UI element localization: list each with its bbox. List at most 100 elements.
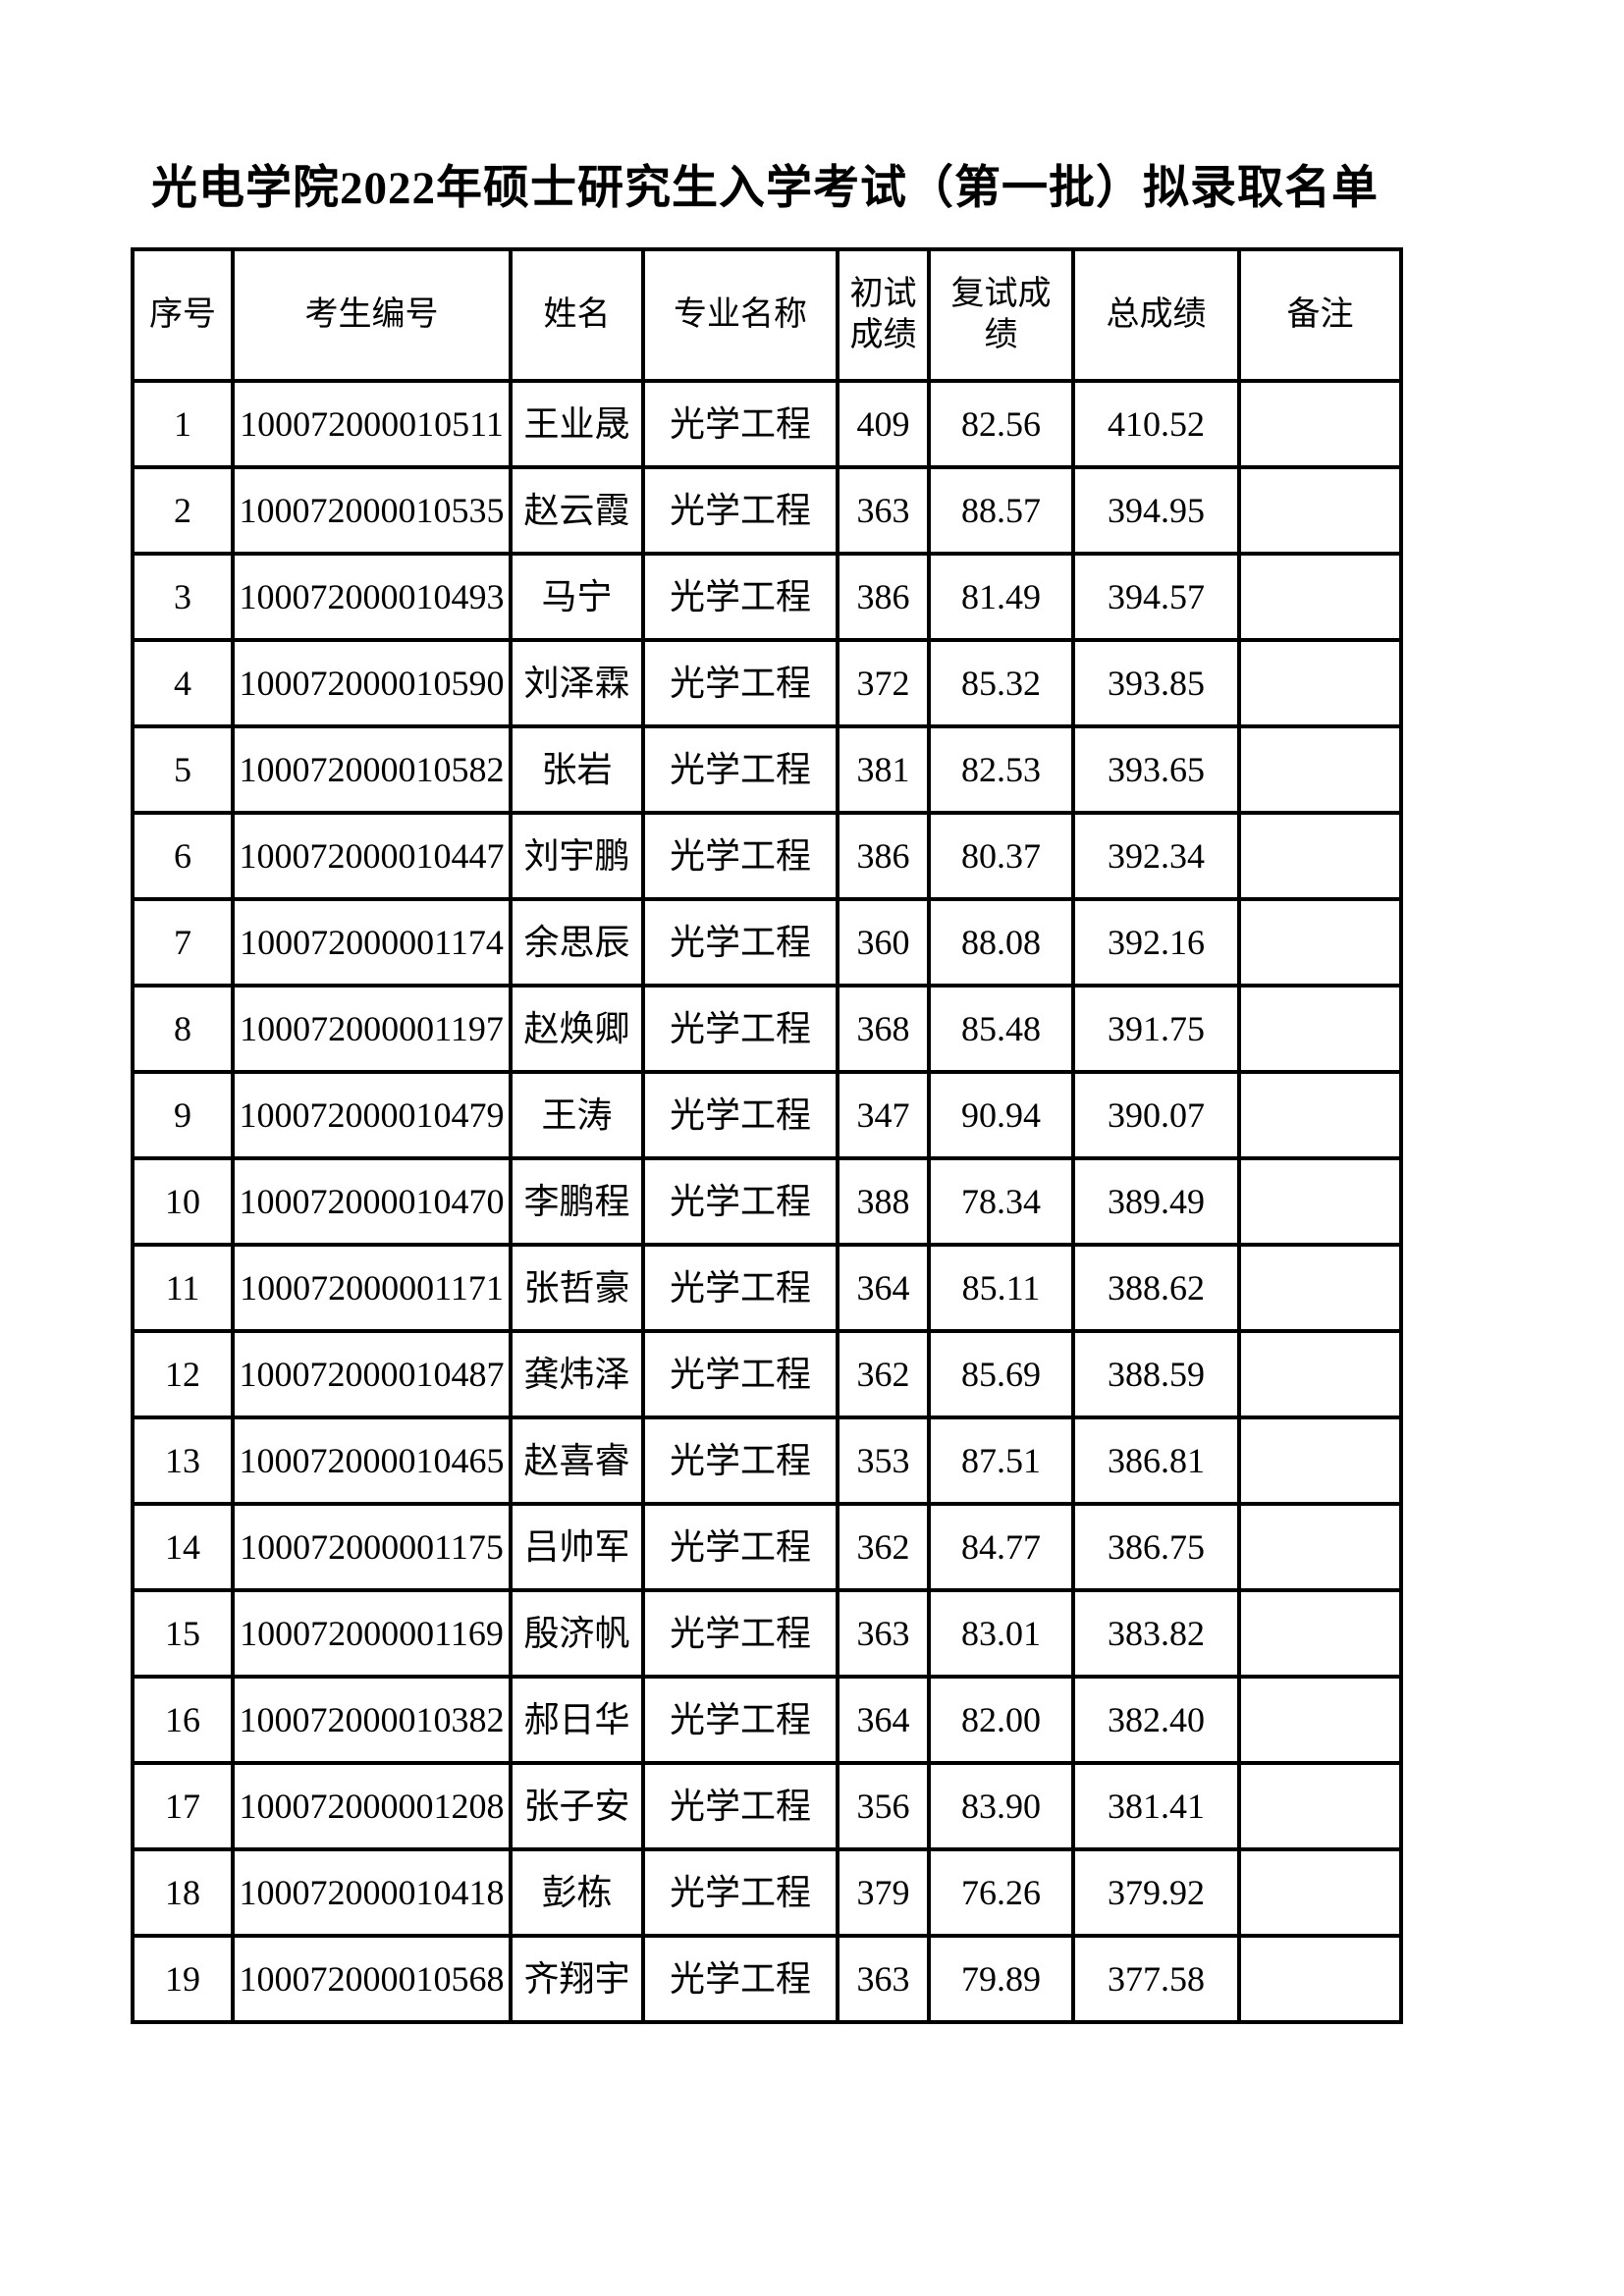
table-cell: 100072000010535 [231, 465, 513, 556]
table-cell: 90.94 [927, 1070, 1075, 1160]
table-cell: 88.08 [927, 897, 1075, 988]
table-cell: 张子安 [509, 1761, 645, 1851]
table-cell: 李鹏程 [509, 1156, 645, 1247]
table-cell: 余思辰 [509, 897, 645, 988]
table-cell: 388.62 [1071, 1243, 1241, 1333]
table-cell: 刘泽霖 [509, 638, 645, 728]
table-cell: 王涛 [509, 1070, 645, 1160]
table-cell: 383.82 [1071, 1588, 1241, 1679]
table-cell: 殷济帆 [509, 1588, 645, 1679]
table-cell: 100072000001197 [231, 984, 513, 1074]
table-row: 4 100072000010590 刘泽霖 光学工程 372 85.32 393.85 [131, 638, 1403, 728]
table-cell: 吕帅军 [509, 1502, 645, 1592]
table-cell [1237, 1847, 1403, 1938]
table-cell: 379 [836, 1847, 931, 1938]
table-cell [1237, 1415, 1403, 1506]
table-body: 1 100072000010511 王业晟 光学工程 409 82.56 410.52 2 10… [131, 379, 1403, 2024]
table-row: 1 100072000010511 王业晟 光学工程 409 82.56 410.52 [131, 379, 1403, 469]
table-cell: 光学工程 [641, 984, 839, 1074]
table-cell: 83.01 [927, 1588, 1075, 1679]
table-cell [1237, 379, 1403, 469]
table-cell: 光学工程 [641, 1761, 839, 1851]
table-cell: 394.95 [1071, 465, 1241, 556]
table-cell: 赵焕卿 [509, 984, 645, 1074]
table-cell: 龚炜泽 [509, 1329, 645, 1419]
table-cell: 9 [131, 1070, 235, 1160]
table-cell [1237, 897, 1403, 988]
column-header: 考生编号 [231, 247, 513, 383]
table-cell: 张哲豪 [509, 1243, 645, 1333]
table-cell: 360 [836, 897, 931, 988]
table-cell: 郝日华 [509, 1675, 645, 1765]
table-cell [1237, 1502, 1403, 1592]
table-cell [1237, 1243, 1403, 1333]
column-header: 总成绩 [1071, 247, 1241, 383]
table-cell: 84.77 [927, 1502, 1075, 1592]
table-row: 12 100072000010487 龚炜泽 光学工程 362 85.69 388.59 [131, 1329, 1403, 1419]
table-cell: 100072000010418 [231, 1847, 513, 1938]
table-cell: 100072000010493 [231, 552, 513, 642]
column-header: 专业名称 [641, 247, 839, 383]
table-cell: 光学工程 [641, 1588, 839, 1679]
table-cell: 410.52 [1071, 379, 1241, 469]
table-cell: 5 [131, 724, 235, 815]
table-row: 8 100072000001197 赵焕卿 光学工程 368 85.48 391.75 [131, 984, 1403, 1074]
table-cell [1237, 465, 1403, 556]
table-cell: 82.56 [927, 379, 1075, 469]
table-row: 16 100072000010382 郝日华 光学工程 364 82.00 382.40 [131, 1675, 1403, 1765]
table-cell [1237, 1070, 1403, 1160]
table-cell: 85.69 [927, 1329, 1075, 1419]
table-cell: 353 [836, 1415, 931, 1506]
table-row: 15 100072000001169 殷济帆 光学工程 363 83.01 383.82 [131, 1588, 1403, 1679]
table-cell: 381.41 [1071, 1761, 1241, 1851]
table-cell: 100072000010470 [231, 1156, 513, 1247]
table-cell: 100072000010487 [231, 1329, 513, 1419]
table-header-row: 序号 考生编号 姓名 专业名称 初试成绩 复试成绩 总成绩 备注 [131, 247, 1403, 383]
table-cell: 83.90 [927, 1761, 1075, 1851]
table-row: 10 100072000010470 李鹏程 光学工程 388 78.34 389.49 [131, 1156, 1403, 1247]
table-cell: 18 [131, 1847, 235, 1938]
table-cell: 光学工程 [641, 379, 839, 469]
table-cell: 赵喜睿 [509, 1415, 645, 1506]
table-cell: 388.59 [1071, 1329, 1241, 1419]
table-cell: 389.49 [1071, 1156, 1241, 1247]
table-cell: 87.51 [927, 1415, 1075, 1506]
table-row: 3 100072000010493 马宁 光学工程 386 81.49 394.57 [131, 552, 1403, 642]
table-cell: 16 [131, 1675, 235, 1765]
table-cell: 光学工程 [641, 1329, 839, 1419]
table-cell: 光学工程 [641, 1847, 839, 1938]
table-row: 9 100072000010479 王涛 光学工程 347 90.94 390.07 [131, 1070, 1403, 1160]
table-cell: 10 [131, 1156, 235, 1247]
table-cell: 386 [836, 811, 931, 901]
table-cell: 100072000010465 [231, 1415, 513, 1506]
table-cell: 347 [836, 1070, 931, 1160]
table-cell: 光学工程 [641, 1934, 839, 2024]
table-cell: 100072000001169 [231, 1588, 513, 1679]
table-cell: 光学工程 [641, 552, 839, 642]
admission-table: 序号 考生编号 姓名 专业名称 初试成绩 复试成绩 总成绩 备注 1 1000720000105… [131, 247, 1403, 2024]
table-cell: 392.16 [1071, 897, 1241, 988]
table-cell: 光学工程 [641, 1243, 839, 1333]
table-cell: 388 [836, 1156, 931, 1247]
table-cell [1237, 1761, 1403, 1851]
table-cell: 4 [131, 638, 235, 728]
table-cell: 393.65 [1071, 724, 1241, 815]
table-cell: 363 [836, 1934, 931, 2024]
table-cell: 79.89 [927, 1934, 1075, 2024]
table-cell: 377.58 [1071, 1934, 1241, 2024]
table-cell: 光学工程 [641, 1415, 839, 1506]
table-cell: 12 [131, 1329, 235, 1419]
table-cell: 张岩 [509, 724, 645, 815]
table-cell: 光学工程 [641, 1156, 839, 1247]
table-cell: 2 [131, 465, 235, 556]
table-row: 14 100072000001175 吕帅军 光学工程 362 84.77 386.75 [131, 1502, 1403, 1592]
table-cell: 光学工程 [641, 724, 839, 815]
column-header: 姓名 [509, 247, 645, 383]
table-cell: 78.34 [927, 1156, 1075, 1247]
table-cell [1237, 724, 1403, 815]
table-cell: 光学工程 [641, 1502, 839, 1592]
table-cell: 409 [836, 379, 931, 469]
table-row: 19 100072000010568 齐翔宇 光学工程 363 79.89 377.58 [131, 1934, 1403, 2024]
table-cell: 100072000010382 [231, 1675, 513, 1765]
